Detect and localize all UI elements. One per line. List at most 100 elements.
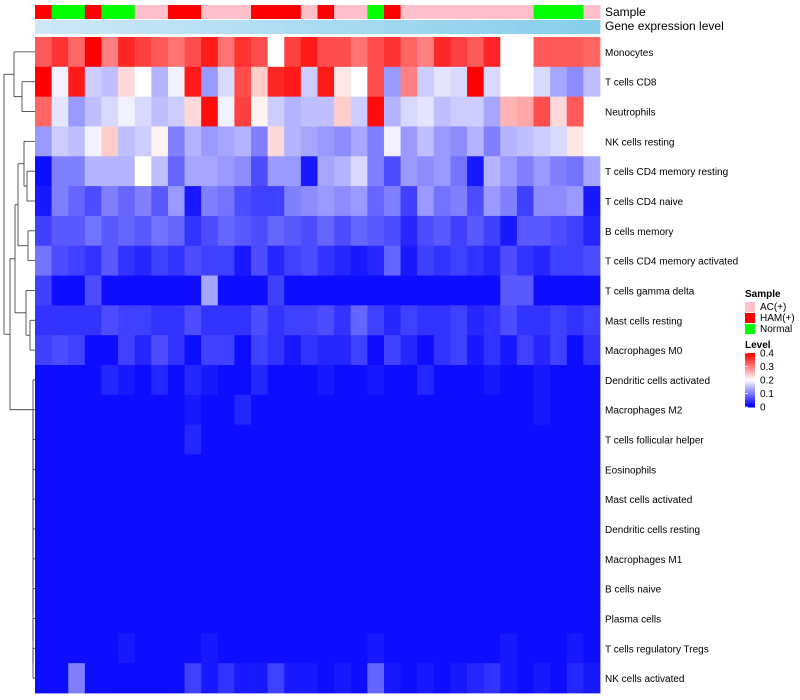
- heatmap-cell: [334, 245, 352, 276]
- heatmap-cell: [51, 156, 69, 187]
- heatmap-cell: [167, 603, 185, 634]
- heatmap-cell: [417, 484, 435, 515]
- heatmap-cell: [317, 603, 335, 634]
- heatmap-cell: [516, 37, 534, 68]
- heatmap-cell: [350, 484, 368, 515]
- sample-annotation-cell: [267, 5, 285, 19]
- heatmap-cell: [184, 156, 202, 187]
- heatmap-cell: [167, 514, 185, 545]
- heatmap-cell: [300, 514, 318, 545]
- row-label: Plasma cells: [605, 614, 661, 625]
- heatmap-cell: [201, 96, 219, 127]
- heatmap-cell: [583, 96, 601, 127]
- level-gradient-step: [745, 386, 755, 389]
- heatmap-cell: [516, 424, 534, 455]
- heatmap-cell: [350, 245, 368, 276]
- heatmap-cell: [201, 186, 219, 217]
- level-gradient-step: [745, 396, 755, 399]
- heatmap-cell: [433, 156, 451, 187]
- heatmap-cell: [51, 394, 69, 426]
- heatmap-cell: [417, 633, 435, 664]
- expression-annotation-cell: [101, 20, 119, 34]
- heatmap-cell: [167, 365, 185, 396]
- heatmap-cell: [367, 603, 385, 634]
- heatmap-cell: [350, 454, 368, 485]
- expression-annotation-cell: [134, 20, 152, 34]
- heatmap-cell: [383, 365, 401, 396]
- heatmap-cell: [101, 573, 119, 604]
- heatmap-cell: [151, 305, 169, 336]
- heatmap-cell: [583, 156, 601, 187]
- heatmap-cell: [217, 66, 235, 98]
- row-label: Mast cells activated: [605, 495, 692, 506]
- heatmap-cell: [516, 663, 534, 694]
- level-gradient-step: [745, 392, 755, 394]
- row-label: NK cells resting: [605, 137, 674, 148]
- heatmap-cell: [433, 633, 451, 664]
- level-gradient-step: [745, 373, 755, 376]
- heatmap-cell: [566, 543, 584, 575]
- heatmap-cell: [300, 335, 318, 366]
- heatmap-cell: [433, 424, 451, 455]
- heatmap-cell: [367, 126, 385, 157]
- heatmap-cell: [217, 215, 235, 247]
- expression-annotation-cell: [51, 20, 69, 34]
- heatmap-cell: [350, 186, 368, 217]
- heatmap-cell: [566, 215, 584, 247]
- heatmap-cell: [84, 573, 102, 604]
- heatmap-cell: [483, 633, 501, 664]
- sample-annotation-cell: [500, 5, 518, 19]
- heatmap-cell: [251, 156, 269, 187]
- heatmap-cell: [267, 96, 285, 127]
- expression-annotation-cell: [317, 20, 335, 34]
- heatmap-cell: [217, 126, 235, 157]
- heatmap-cell: [500, 126, 518, 157]
- heatmap-cell: [234, 335, 252, 366]
- heatmap-cell: [35, 156, 53, 187]
- heatmap-cell: [251, 186, 269, 217]
- heatmap-cell: [267, 245, 285, 276]
- heatmap-cell: [350, 573, 368, 604]
- heatmap-cell: [367, 514, 385, 545]
- expression-annotation-cell: [533, 20, 551, 34]
- heatmap-cell: [151, 215, 169, 247]
- expression-annotation-cell: [450, 20, 468, 34]
- heatmap-cell: [84, 156, 102, 187]
- heatmap-cell: [284, 365, 302, 396]
- heatmap-cell: [317, 156, 335, 187]
- level-legend-title: Level: [745, 340, 771, 351]
- heatmap-cell: [500, 663, 518, 694]
- heatmap-cell: [267, 424, 285, 455]
- sample-annotation-cell: [51, 5, 69, 19]
- heatmap-cell: [217, 454, 235, 485]
- heatmap-cell: [400, 663, 418, 694]
- heatmap-cell: [433, 394, 451, 426]
- heatmap-cell: [68, 245, 86, 276]
- heatmap-cell: [550, 543, 568, 575]
- heatmap-cell: [500, 186, 518, 217]
- level-gradient-step: [745, 398, 755, 401]
- heatmap-cell: [184, 245, 202, 276]
- heatmap-cell: [516, 305, 534, 336]
- heatmap-cell: [516, 156, 534, 187]
- heatmap-cell: [383, 215, 401, 247]
- heatmap-cell: [483, 186, 501, 217]
- heatmap-cell: [450, 484, 468, 515]
- heatmap-cell: [284, 484, 302, 515]
- heatmap-cell: [417, 365, 435, 396]
- heatmap-cell: [483, 37, 501, 68]
- heatmap-cell: [533, 305, 551, 336]
- heatmap-cell: [84, 603, 102, 634]
- heatmap-cell: [566, 454, 584, 485]
- heatmap-cell: [383, 305, 401, 336]
- heatmap-cell: [68, 514, 86, 545]
- heatmap-cell: [134, 275, 152, 306]
- heatmap-cell: [317, 633, 335, 664]
- heatmap-cell: [184, 215, 202, 247]
- heatmap-cell: [367, 66, 385, 98]
- heatmap-cell: [134, 365, 152, 396]
- heatmap-cell: [201, 66, 219, 98]
- heatmap-cell: [334, 156, 352, 187]
- heatmap-cell: [51, 66, 69, 98]
- heatmap-cell: [267, 484, 285, 515]
